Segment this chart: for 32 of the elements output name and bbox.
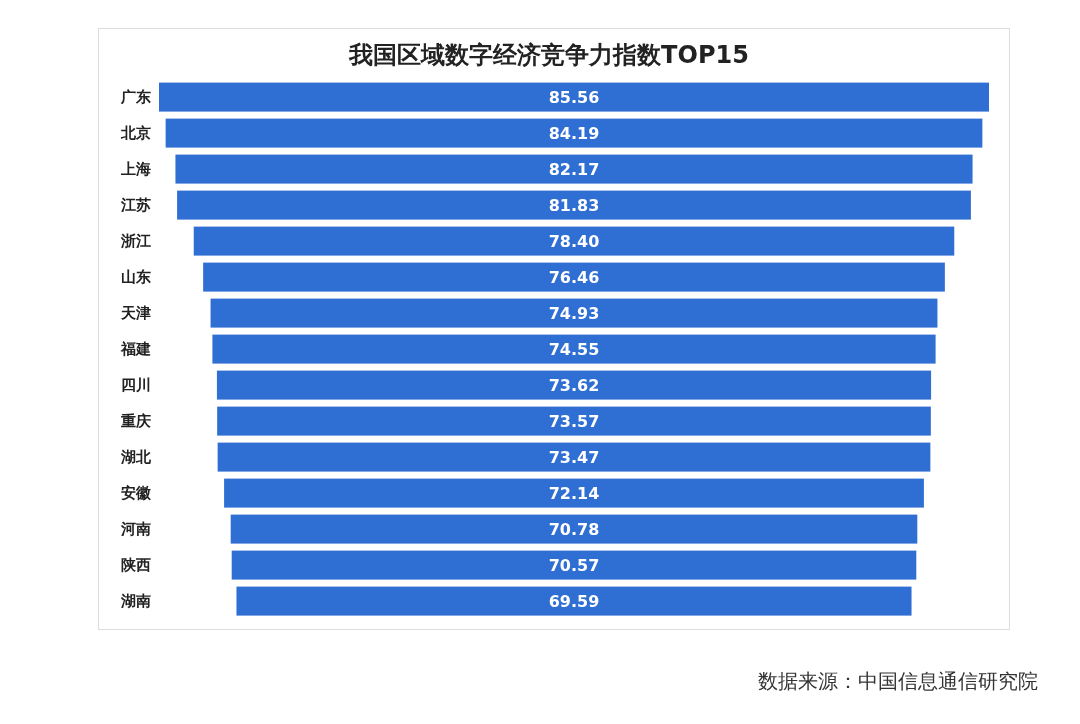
data-label: 85.56 — [548, 88, 600, 108]
data-label: 70.57 — [548, 556, 600, 576]
source-note: 数据来源：中国信息通信研究院 — [758, 668, 1038, 695]
data-label: 81.83 — [548, 196, 600, 216]
data-label: 74.55 — [548, 340, 600, 360]
data-label: 73.47 — [548, 448, 600, 468]
text: 我国区域数字经济竞争力指数TOP15 — [348, 40, 750, 71]
category-label: 湖南 — [120, 592, 151, 611]
category-label: 四川 — [121, 376, 151, 395]
data-label: 69.59 — [548, 592, 600, 612]
category-label: 广东 — [120, 88, 151, 107]
category-label: 浙江 — [120, 232, 151, 251]
category-label: 上海 — [120, 160, 151, 179]
data-label: 73.62 — [548, 376, 600, 396]
category-label: 湖北 — [120, 448, 152, 467]
data-label: 76.46 — [548, 268, 600, 288]
data-label: 70.78 — [548, 520, 600, 540]
category-label: 江苏 — [120, 196, 151, 215]
data-label: 84.19 — [548, 124, 600, 144]
data-label: 73.57 — [548, 412, 600, 432]
category-label: 陕西 — [121, 556, 151, 575]
data-label: 78.40 — [548, 232, 600, 252]
category-label: 福建 — [120, 340, 151, 359]
category-label: 重庆 — [120, 412, 151, 431]
category-label: 北京 — [120, 124, 151, 143]
category-label: 天津 — [120, 304, 151, 323]
category-label: 安徽 — [121, 484, 152, 503]
data-label: 74.93 — [548, 304, 600, 324]
data-label: 82.17 — [548, 160, 600, 180]
category-label: 河南 — [120, 520, 151, 539]
data-label: 72.14 — [548, 484, 600, 504]
category-label: 山东 — [121, 268, 151, 287]
